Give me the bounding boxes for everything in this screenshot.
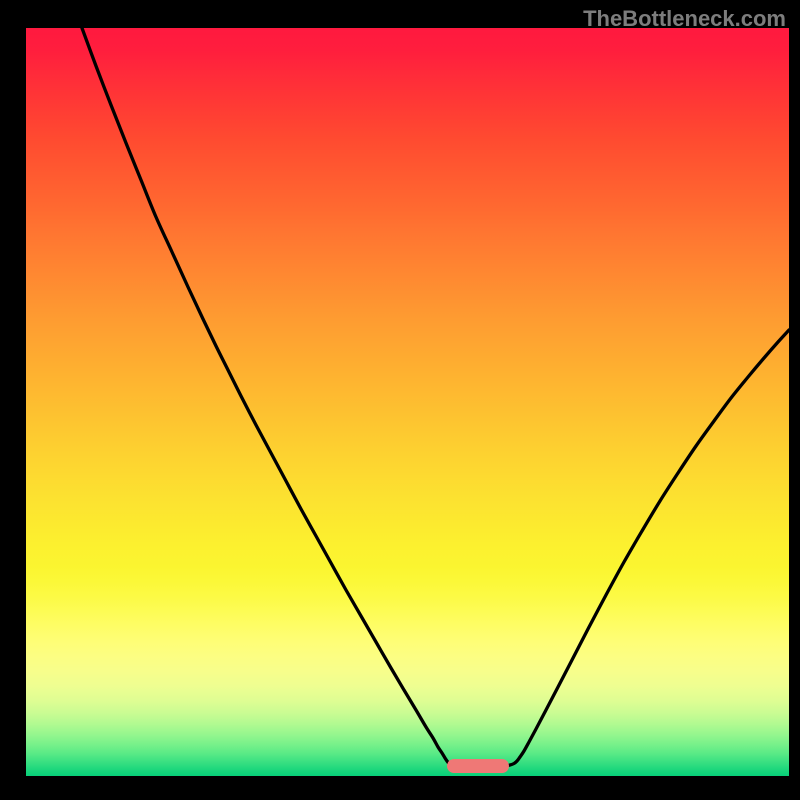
curve-svg [26,28,789,776]
optimal-marker [447,759,509,773]
bottleneck-curve [82,28,789,767]
chart-frame: TheBottleneck.com [0,0,800,800]
plot-area [26,28,789,776]
